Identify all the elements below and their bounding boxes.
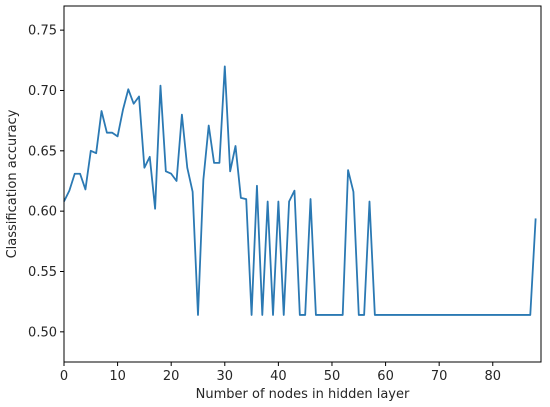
y-tick-label: 0.70 <box>28 84 57 99</box>
x-axis-label: Number of nodes in hidden layer <box>196 387 410 402</box>
x-axis: 0 10 20 30 40 50 60 70 80 <box>60 362 501 384</box>
x-tick-label: 80 <box>484 369 501 384</box>
y-tick-label: 0.50 <box>28 325 57 340</box>
y-axis-label: Classification accuracy <box>5 109 20 258</box>
x-tick-label: 0 <box>60 369 68 384</box>
x-tick-label: 40 <box>270 369 287 384</box>
x-tick-label: 20 <box>163 369 180 384</box>
x-tick-label: 60 <box>377 369 394 384</box>
x-tick-label: 50 <box>324 369 341 384</box>
chart-marks <box>63 65 537 316</box>
y-tick-label: 0.60 <box>28 205 57 220</box>
x-tick-label: 10 <box>109 369 126 384</box>
x-tick-label: 70 <box>431 369 448 384</box>
y-axis: 0.50 0.55 0.60 0.65 0.70 0.75 <box>28 24 64 340</box>
y-tick-label: 0.55 <box>28 265 57 280</box>
plot-area <box>64 6 541 362</box>
plot-frame <box>63 5 542 363</box>
y-tick-label: 0.65 <box>28 144 57 159</box>
x-tick-label: 30 <box>217 369 234 384</box>
y-tick-label: 0.75 <box>28 24 57 39</box>
series-line-0 <box>63 65 537 316</box>
